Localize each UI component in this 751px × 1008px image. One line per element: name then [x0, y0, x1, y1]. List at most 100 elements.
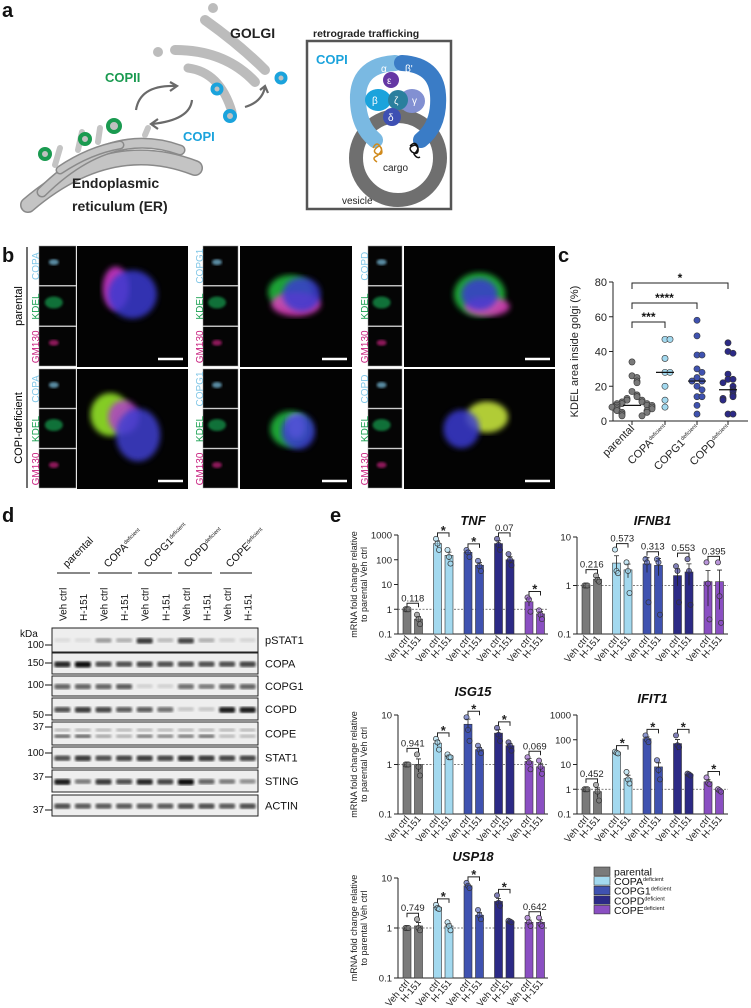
band: [136, 638, 153, 644]
band: [239, 661, 256, 667]
data-point: [596, 797, 602, 804]
panel-label-a: a: [2, 0, 14, 22]
data-point: [465, 726, 471, 733]
significance-bracket: [528, 911, 541, 916]
data-point: [497, 737, 503, 744]
data-point: [645, 599, 652, 606]
thumbnail-copg1: [202, 368, 239, 409]
chart-usp18: USP18 0.1 1 10 mRNA fold change relative to p…: [349, 849, 548, 1008]
band: [177, 803, 194, 809]
data-point: [596, 578, 602, 585]
data-point: [526, 596, 532, 603]
band: [198, 661, 215, 667]
data-point: [729, 349, 737, 357]
data-point: [655, 767, 662, 773]
significance-label: *: [471, 534, 477, 549]
cell-signal: [115, 408, 161, 462]
significance-bracket: [677, 728, 690, 734]
data-point: [436, 906, 442, 912]
data-point: [539, 922, 545, 929]
data-point: [436, 746, 442, 753]
y-tick-label: 10: [381, 711, 392, 722]
significance-bracket: [631, 302, 698, 309]
bar: [494, 543, 503, 635]
y-tick-label: 80: [595, 277, 607, 289]
bar: [684, 774, 694, 815]
cell-signal: [461, 278, 498, 311]
subunit-zeta: ζ: [394, 96, 399, 107]
data-point: [466, 885, 473, 891]
significance-label: 0.07: [495, 523, 514, 534]
data-point: [693, 332, 701, 340]
thumbnail-signal: [212, 339, 222, 346]
significance-label: 0.395: [702, 546, 726, 557]
significance-bracket: [528, 590, 541, 596]
data-point: [417, 772, 423, 779]
cell-signal: [281, 413, 316, 450]
chart-isg15: ISG15 0.1 1 10 mRNA fold change relative to p…: [349, 684, 548, 845]
bar: [402, 764, 412, 815]
data-point: [478, 568, 484, 574]
data-point: [507, 556, 513, 563]
data-point: [729, 410, 737, 418]
qpcr-bar-charts: TNF 0.1 1 10 100 1000 mRNA fold change relativ…: [349, 513, 728, 1008]
blot-label-copa: COPA: [265, 659, 296, 671]
band: [219, 734, 236, 738]
band: [116, 755, 133, 761]
data-point: [447, 927, 454, 934]
thumbnail-signal: [48, 259, 59, 266]
band: [239, 803, 256, 809]
band: [177, 734, 194, 738]
data-point: [657, 611, 663, 618]
significance-bracket: [406, 747, 419, 753]
significance-bracket: [677, 552, 690, 558]
bar: [623, 569, 633, 635]
channel-label-kdel: KDEL: [360, 416, 371, 443]
marker-label: 37: [33, 805, 45, 816]
subunit-zeta-shape: [388, 90, 408, 110]
chart-title: ISG15: [455, 684, 493, 699]
lane-label: Veh ctrl: [182, 588, 193, 621]
data-point: [508, 562, 515, 569]
band: [74, 684, 91, 690]
data-point: [497, 902, 503, 909]
data-point: [719, 396, 727, 404]
data-point: [706, 616, 713, 623]
band: [198, 728, 215, 732]
band: [177, 779, 194, 785]
band: [136, 684, 153, 689]
bar: [494, 732, 503, 815]
data-point: [417, 621, 423, 628]
data-point: [655, 559, 662, 566]
significance-bracket: [437, 732, 450, 737]
thumbnail-signal: [208, 296, 226, 309]
significance-label: *: [620, 736, 626, 751]
data-point: [508, 747, 515, 754]
data-point: [612, 546, 618, 553]
band: [74, 779, 91, 784]
data-point: [615, 570, 621, 577]
data-point: [436, 546, 442, 553]
data-point: [584, 582, 591, 589]
channel-label-copg1: COPG1: [195, 371, 206, 406]
band: [116, 707, 133, 713]
data-point: [463, 714, 470, 721]
significance-bracket: [437, 898, 450, 903]
significance-label: *: [711, 761, 717, 776]
channel-label-kdel: KDEL: [195, 293, 206, 320]
band: [95, 734, 112, 738]
channel-label-copa: COPA: [31, 252, 42, 280]
thumbnail-signal: [44, 419, 63, 431]
chart-title: IFIT1: [637, 691, 667, 706]
band: [239, 684, 256, 690]
band: [219, 779, 236, 784]
thumbnail-signal: [208, 419, 226, 431]
data-point: [414, 751, 420, 758]
band: [239, 755, 256, 761]
vesicle-label: vesicle: [342, 196, 373, 207]
channel-label-gm130: GM130: [31, 330, 42, 363]
y-tick-label: 60: [595, 312, 607, 324]
legend-swatch-copg1: [593, 885, 611, 896]
band: [177, 707, 194, 712]
